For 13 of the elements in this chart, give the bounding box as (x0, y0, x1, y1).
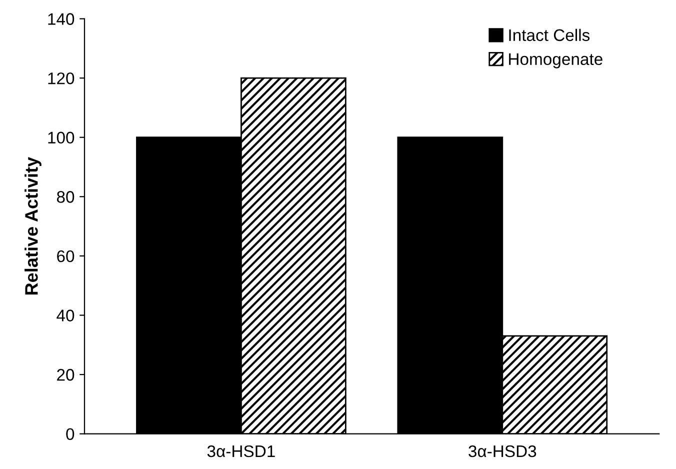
y-tick-label: 0 (66, 428, 74, 440)
legend-label: Homogenate (509, 53, 602, 68)
y-tick-label: 120 (48, 72, 74, 84)
y-tick-label: 140 (48, 13, 74, 25)
x-tick-label: 3α-HSD3 (468, 445, 536, 458)
y-tick-label: 60 (57, 250, 74, 262)
x-tick-label: 3α-HSD1 (207, 445, 275, 458)
y-tick-label: 80 (56, 191, 74, 203)
y-axis-title: Relative Activity (24, 156, 42, 294)
y-tick-label: 100 (48, 132, 74, 144)
y-tick-label: 20 (57, 368, 74, 381)
legend-label: Intact Cells (509, 28, 590, 42)
y-tick-label: 40 (56, 310, 74, 322)
